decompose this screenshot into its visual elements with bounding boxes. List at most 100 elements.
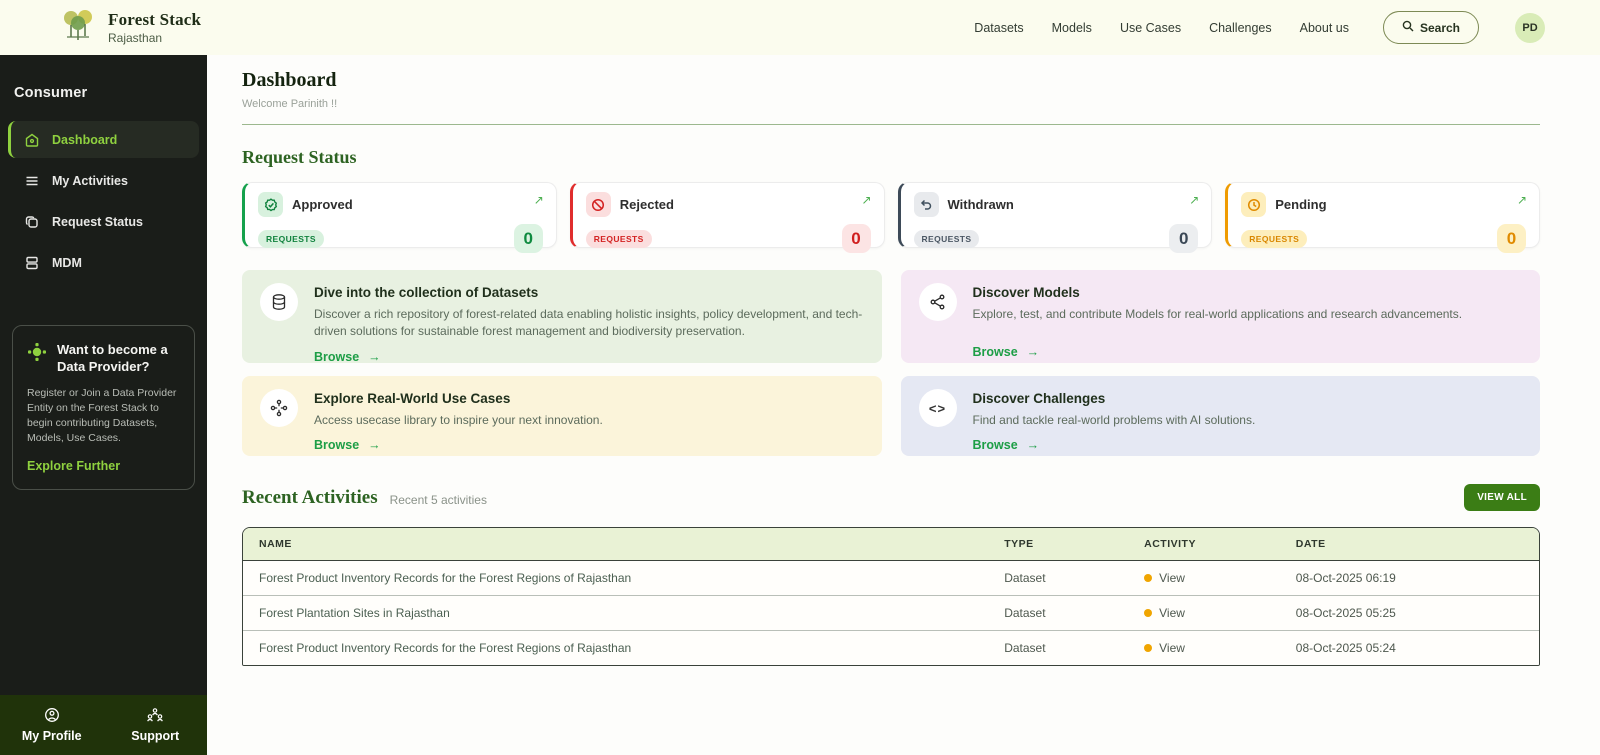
sidebar-item-label: Dashboard — [52, 132, 118, 147]
open-arrow-icon[interactable]: ↗ — [861, 193, 872, 207]
cell-name: Forest Plantation Sites in Rajasthan — [259, 606, 450, 620]
activity-label: View — [1159, 641, 1185, 655]
welcome-text: Welcome Parinith !! — [242, 98, 338, 110]
cell-type: Dataset — [1004, 606, 1046, 620]
open-arrow-icon[interactable]: ↗ — [533, 193, 544, 207]
sidebar: Consumer Dashboard My Activities Request… — [0, 55, 207, 755]
open-arrow-icon[interactable]: ↗ — [1189, 193, 1200, 207]
table-row[interactable]: Forest Product Inventory Records for the… — [243, 631, 1539, 665]
status-card-rejected[interactable]: Rejected ↗ REQUESTS 0 — [569, 182, 885, 253]
top-header: Forest Stack Rajasthan Datasets Models U… — [0, 0, 1600, 55]
browse-label: Browse — [314, 349, 360, 364]
data-provider-card: Want to become a Data Provider? Register… — [12, 325, 195, 490]
cell-date: 08-Oct-2025 06:19 — [1295, 571, 1396, 585]
status-card-label: Rejected — [619, 197, 674, 212]
col-activity: ACTIVITY — [1144, 538, 1196, 550]
browse-usecases-link[interactable]: Browse → — [314, 438, 381, 452]
cell-activity: View — [1128, 596, 1280, 630]
sidebar-footer: My Profile Support — [0, 695, 207, 755]
view-all-button[interactable]: VIEW ALL — [1464, 484, 1540, 511]
sidebar-item-label: MDM — [52, 255, 82, 270]
status-card-pending[interactable]: Pending ↗ REQUESTS 0 — [1225, 182, 1540, 253]
rejected-slash-icon — [585, 192, 611, 217]
sidebar-section-title: Consumer — [14, 85, 88, 101]
cell-date: 08-Oct-2025 05:24 — [1295, 641, 1396, 655]
recent-activities-subtitle: Recent 5 activities — [389, 492, 487, 507]
open-arrow-icon[interactable]: ↗ — [1516, 193, 1527, 207]
nav-about-us[interactable]: About us — [1299, 20, 1349, 35]
feature-card-models[interactable]: Discover Models Explore, test, and contr… — [900, 270, 1540, 363]
sidebar-item-mdm[interactable]: MDM — [8, 244, 199, 281]
col-name: NAME — [259, 538, 292, 550]
page-title: Dashboard — [242, 69, 337, 91]
support-label: Support — [131, 729, 180, 743]
usecases-cross-icon — [260, 389, 298, 427]
activity-dot-icon — [1144, 574, 1153, 582]
forest-trees-icon — [58, 5, 98, 50]
provider-card-body: Register or Join a Data Provider Entity … — [27, 386, 177, 445]
browse-label: Browse — [314, 438, 360, 453]
activity-dot-icon — [1144, 609, 1153, 617]
browse-label: Browse — [972, 345, 1018, 360]
status-cards-row: Approved ↗ REQUESTS 0 Rejected ↗ REQUEST… — [242, 182, 1540, 253]
feature-card-desc: Explore, test, and contribute Models for… — [972, 307, 1463, 321]
feature-card-title: Dive into the collection of Datasets — [314, 285, 539, 300]
cell-name: Forest Product Inventory Records for the… — [259, 641, 632, 655]
cell-name: Forest Product Inventory Records for the… — [259, 571, 632, 585]
nav-challenges[interactable]: Challenges — [1209, 20, 1272, 35]
col-type: TYPE — [1004, 538, 1034, 550]
brand-logo[interactable]: Forest Stack Rajasthan — [58, 5, 201, 50]
activity-label: View — [1159, 571, 1185, 585]
activity-label: View — [1159, 606, 1185, 620]
requests-badge: REQUESTS — [585, 229, 652, 248]
browse-models-link[interactable]: Browse → — [973, 345, 1040, 359]
requests-badge: REQUESTS — [1241, 229, 1308, 248]
status-card-approved[interactable]: Approved ↗ REQUESTS 0 — [242, 182, 557, 253]
nav-models[interactable]: Models — [1051, 20, 1092, 35]
arrow-right-icon: → — [368, 349, 381, 364]
sidebar-item-dashboard[interactable]: Dashboard — [8, 121, 199, 158]
user-avatar[interactable]: PD — [1515, 12, 1545, 43]
status-card-withdrawn[interactable]: Withdrawn ↗ REQUESTS 0 — [897, 182, 1213, 253]
sidebar-item-request-status[interactable]: Request Status — [8, 203, 199, 240]
globe-flower-icon — [27, 342, 47, 376]
feature-card-use-cases[interactable]: Explore Real-World Use Cases Access usec… — [242, 376, 882, 456]
feature-card-title: Explore Real-World Use Cases — [314, 391, 511, 406]
recent-activities-table: NAME TYPE ACTIVITY DATE Forest Product I… — [242, 527, 1540, 666]
table-row[interactable]: Forest Product Inventory Records for the… — [243, 561, 1539, 596]
challenges-code-icon: <> — [918, 389, 957, 427]
feature-card-title: Discover Challenges — [972, 391, 1106, 406]
search-button[interactable]: Search — [1382, 11, 1479, 44]
feature-card-datasets[interactable]: Dive into the collection of Datasets Dis… — [242, 270, 882, 364]
status-card-label: Withdrawn — [947, 197, 1014, 212]
approved-check-icon — [258, 192, 283, 217]
cell-activity: View — [1128, 631, 1280, 665]
browse-challenges-link[interactable]: Browse → — [973, 438, 1040, 452]
arrow-right-icon: → — [1026, 345, 1040, 360]
arrow-right-icon: → — [368, 438, 381, 453]
sidebar-item-my-activities[interactable]: My Activities — [8, 162, 199, 199]
search-button-label: Search — [1419, 20, 1460, 35]
top-navigation: Datasets Models Use Cases Challenges Abo… — [974, 11, 1545, 44]
feature-card-challenges[interactable]: <> Discover Challenges Find and tackle r… — [900, 376, 1540, 456]
nav-datasets[interactable]: Datasets — [974, 20, 1024, 35]
home-icon — [23, 131, 40, 148]
cell-type: Dataset — [1004, 571, 1046, 585]
support-button[interactable]: Support — [104, 695, 208, 755]
table-row[interactable]: Forest Plantation Sites in Rajasthan Dat… — [243, 596, 1539, 631]
database-icon — [23, 254, 40, 271]
activity-dot-icon — [1144, 644, 1153, 652]
browse-label: Browse — [972, 438, 1018, 453]
status-card-label: Approved — [292, 197, 353, 212]
sidebar-item-label: My Activities — [52, 173, 128, 188]
feature-card-desc: Find and tackle real-world problems with… — [972, 413, 1256, 427]
cell-type: Dataset — [1004, 641, 1046, 655]
nav-use-cases[interactable]: Use Cases — [1119, 20, 1182, 35]
requests-count: 0 — [513, 224, 543, 253]
browse-datasets-link[interactable]: Browse → — [314, 350, 381, 364]
explore-further-link[interactable]: Explore Further — [27, 458, 121, 473]
sidebar-item-label: Request Status — [52, 214, 143, 229]
divider — [242, 124, 1540, 125]
main-content: Dashboard Welcome Parinith !! Request St… — [207, 55, 1600, 755]
my-profile-button[interactable]: My Profile — [0, 695, 104, 755]
